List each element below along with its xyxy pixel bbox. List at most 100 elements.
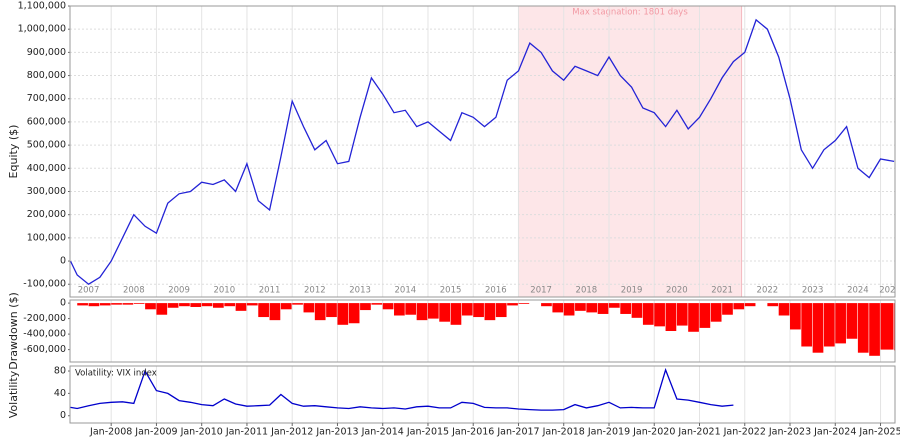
y-tick-label: 600,000 xyxy=(27,116,66,127)
y-tick-label: -600,000 xyxy=(23,344,66,355)
bar xyxy=(280,303,292,310)
bar xyxy=(552,303,564,313)
bar xyxy=(495,303,507,318)
x-tick-label: Jan-2022 xyxy=(723,427,766,438)
x-tick-label: Jan-2024 xyxy=(813,427,856,438)
bar xyxy=(179,303,190,307)
bar xyxy=(710,303,722,322)
bar xyxy=(507,303,518,306)
bar xyxy=(224,303,236,307)
bar xyxy=(371,303,383,305)
line xyxy=(70,367,734,411)
bar xyxy=(846,303,858,339)
x-tick-label: Jan-2011 xyxy=(225,427,268,438)
bar xyxy=(156,303,168,315)
bar xyxy=(145,303,156,310)
year-label: 2011 xyxy=(259,286,281,296)
bar xyxy=(665,303,677,331)
y-tick-label: 80 xyxy=(54,366,66,377)
bar xyxy=(812,303,824,353)
y-tick-label: 0 xyxy=(60,256,66,267)
bar xyxy=(88,303,100,307)
y-tick-label: 300,000 xyxy=(27,186,66,197)
bar xyxy=(246,303,258,306)
bar xyxy=(348,303,360,324)
y-tick-label: 1,000,000 xyxy=(18,24,66,35)
line xyxy=(70,18,895,285)
bar xyxy=(314,303,326,321)
bar xyxy=(676,303,688,326)
bar xyxy=(99,303,111,306)
bar xyxy=(541,303,552,307)
x-tick-label: Jan-2010 xyxy=(180,427,223,438)
y-tick-label: 200,000 xyxy=(27,209,66,220)
x-tick-label: Jan-2025 xyxy=(858,427,900,438)
bar xyxy=(563,303,575,316)
bar xyxy=(857,303,869,353)
bar xyxy=(880,303,894,350)
bar xyxy=(654,303,665,327)
year-label: 2018 xyxy=(576,286,598,296)
year-label: 2008 xyxy=(123,286,145,296)
bar xyxy=(586,303,598,313)
bar xyxy=(484,303,496,321)
bar xyxy=(111,303,122,305)
bar xyxy=(405,303,417,315)
stagnation-region xyxy=(517,6,743,297)
bar xyxy=(77,303,88,306)
bar xyxy=(790,303,801,330)
bar xyxy=(518,303,530,304)
bar xyxy=(258,303,269,318)
bar xyxy=(190,303,202,307)
bar xyxy=(575,303,586,311)
y-tick-label: 500,000 xyxy=(27,140,66,151)
bar xyxy=(303,303,315,313)
bar xyxy=(688,303,699,332)
legend-label: Volatility: VIX index xyxy=(75,369,157,379)
bar xyxy=(608,303,620,308)
year-label: 2010 xyxy=(213,286,235,296)
year-label: 202 xyxy=(879,286,895,296)
x-tick-label: Jan-2018 xyxy=(542,427,585,438)
x-tick-label: Jan-2021 xyxy=(677,427,720,438)
bar xyxy=(337,303,349,325)
bar xyxy=(394,303,405,316)
frame xyxy=(69,299,896,363)
plot-area xyxy=(70,6,895,297)
bar xyxy=(427,303,439,319)
x-tick-label: Jan-2014 xyxy=(361,427,404,438)
y-tick-label: 40 xyxy=(54,388,66,399)
bar xyxy=(461,303,473,316)
x-tick-label: Jan-2013 xyxy=(315,427,358,438)
year-label: 2019 xyxy=(621,286,643,296)
bar xyxy=(235,303,247,311)
bar xyxy=(213,303,224,308)
bar xyxy=(699,303,711,328)
year-label: 2013 xyxy=(349,286,371,296)
year-label: 2014 xyxy=(395,286,417,296)
bar xyxy=(326,303,337,318)
bar xyxy=(133,303,145,304)
y-tick-label: -100,000 xyxy=(23,279,66,290)
bar xyxy=(122,303,134,305)
y-axis-title: Equity ($) xyxy=(7,125,20,179)
bar xyxy=(292,303,303,305)
x-tick-label: Jan-2016 xyxy=(451,427,494,438)
year-label: 2021 xyxy=(711,286,733,296)
year-label: 2016 xyxy=(485,286,507,296)
bar xyxy=(722,303,733,315)
y-tick-label: -400,000 xyxy=(23,329,66,340)
year-label: 2017 xyxy=(530,286,552,296)
frame xyxy=(69,365,896,424)
bar xyxy=(201,303,213,307)
bar xyxy=(642,303,654,325)
year-label: 2020 xyxy=(666,286,688,296)
y-tick-label: -200,000 xyxy=(23,313,66,324)
bar xyxy=(450,303,462,325)
bar xyxy=(835,303,846,344)
year-label: 2023 xyxy=(802,286,824,296)
bar xyxy=(269,303,281,321)
y-tick-label: 400,000 xyxy=(27,163,66,174)
bar xyxy=(894,303,895,351)
